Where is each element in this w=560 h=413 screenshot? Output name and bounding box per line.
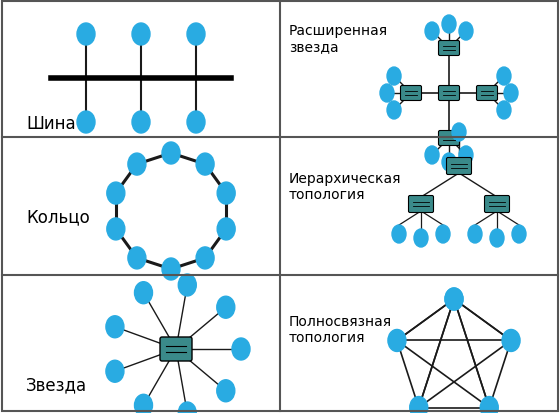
Ellipse shape [107, 183, 125, 204]
Ellipse shape [425, 147, 439, 164]
Ellipse shape [107, 218, 125, 240]
Ellipse shape [442, 154, 456, 171]
Ellipse shape [452, 124, 466, 142]
Text: Расширенная
звезда: Расширенная звезда [289, 24, 388, 54]
Ellipse shape [410, 396, 428, 413]
Ellipse shape [490, 230, 504, 247]
FancyBboxPatch shape [438, 41, 460, 56]
Ellipse shape [504, 85, 518, 103]
FancyBboxPatch shape [484, 196, 510, 213]
Ellipse shape [232, 338, 250, 360]
Text: Кольцо: Кольцо [26, 207, 90, 225]
Ellipse shape [132, 112, 150, 134]
FancyBboxPatch shape [438, 86, 460, 101]
Ellipse shape [106, 361, 124, 382]
Ellipse shape [480, 396, 498, 413]
Ellipse shape [512, 225, 526, 243]
FancyBboxPatch shape [446, 158, 472, 175]
Ellipse shape [217, 380, 235, 402]
Ellipse shape [388, 330, 406, 351]
Ellipse shape [497, 68, 511, 86]
Text: Иерархическая
топология: Иерархическая топология [289, 171, 402, 202]
Ellipse shape [217, 183, 235, 204]
Ellipse shape [445, 288, 463, 310]
Ellipse shape [497, 102, 511, 120]
Ellipse shape [380, 85, 394, 103]
Ellipse shape [162, 142, 180, 165]
Ellipse shape [162, 259, 180, 280]
Ellipse shape [187, 24, 205, 46]
Ellipse shape [178, 274, 197, 296]
Ellipse shape [134, 282, 152, 304]
Ellipse shape [217, 297, 235, 318]
Ellipse shape [414, 230, 428, 247]
FancyBboxPatch shape [438, 131, 460, 146]
Ellipse shape [187, 112, 205, 134]
Ellipse shape [459, 23, 473, 41]
Ellipse shape [132, 24, 150, 46]
Ellipse shape [459, 147, 473, 164]
Ellipse shape [196, 154, 214, 176]
Text: Звезда: Звезда [26, 375, 87, 393]
Ellipse shape [387, 102, 401, 120]
Ellipse shape [425, 23, 439, 41]
Ellipse shape [134, 394, 152, 413]
FancyBboxPatch shape [477, 86, 497, 101]
Ellipse shape [77, 24, 95, 46]
FancyBboxPatch shape [160, 337, 192, 361]
Ellipse shape [468, 225, 482, 243]
Ellipse shape [106, 316, 124, 338]
Ellipse shape [392, 225, 406, 243]
Ellipse shape [502, 330, 520, 351]
Text: Полносвязная
топология: Полносвязная топология [289, 314, 392, 344]
Ellipse shape [387, 68, 401, 86]
Ellipse shape [128, 247, 146, 269]
FancyBboxPatch shape [400, 86, 422, 101]
Ellipse shape [178, 402, 197, 413]
Ellipse shape [217, 218, 235, 240]
FancyBboxPatch shape [408, 196, 433, 213]
Ellipse shape [128, 154, 146, 176]
Text: Шина: Шина [26, 115, 76, 133]
Ellipse shape [77, 112, 95, 134]
Ellipse shape [436, 225, 450, 243]
Ellipse shape [196, 247, 214, 269]
Ellipse shape [445, 288, 463, 310]
Ellipse shape [442, 16, 456, 34]
